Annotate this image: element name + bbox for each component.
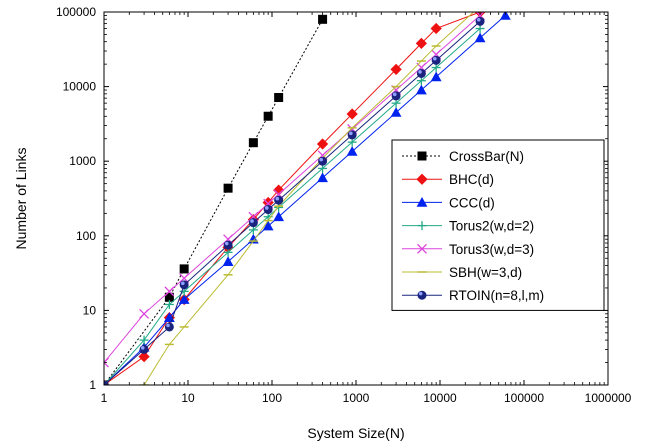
data-point — [431, 55, 441, 65]
data-point — [474, 32, 486, 43]
legend-label: Torus3(w,d=3) — [449, 242, 534, 257]
series-5 — [139, 12, 475, 385]
data-point — [263, 111, 273, 121]
legend: CrossBar(N) BHC(d) CCC(d) Torus2(w,d=2) Toru… — [391, 139, 605, 311]
data-point — [318, 14, 328, 24]
data-point — [263, 205, 273, 215]
legend-label: BHC(d) — [449, 172, 494, 187]
data-point — [347, 130, 357, 140]
data-point — [139, 335, 149, 345]
y-tick-label: 100000 — [56, 5, 96, 19]
series-layer — [104, 12, 511, 385]
data-point — [164, 286, 175, 297]
data-point — [274, 93, 284, 103]
legend-label: Torus2(w,d=2) — [449, 219, 534, 234]
data-point — [273, 211, 285, 222]
y-axis-title: Number of Links — [13, 148, 29, 250]
y-tick-label: 1000 — [69, 154, 96, 168]
data-point — [223, 240, 233, 250]
legend-label: RTOIN(n=8,l,m) — [449, 288, 544, 303]
x-tick-label: 1 — [101, 391, 108, 405]
data-point — [164, 299, 174, 309]
data-point — [139, 308, 150, 319]
data-point — [222, 256, 234, 266]
data-point — [346, 146, 358, 156]
legend-label: CCC(d) — [449, 195, 495, 210]
axes-layer: 1 10 100 1000 10000 100000 1000000 1 10 100 1000 10… — [56, 5, 632, 405]
data-point — [248, 218, 258, 228]
data-point — [415, 37, 427, 49]
x-tick-label: 100000 — [504, 391, 544, 405]
data-point — [139, 344, 149, 354]
data-point — [415, 84, 427, 95]
data-point — [416, 68, 426, 78]
data-point — [430, 22, 442, 35]
legend-label: CrossBar(N) — [449, 149, 524, 164]
data-point — [164, 322, 174, 332]
x-tick-label: 1000000 — [585, 391, 632, 405]
data-point — [390, 107, 402, 117]
y-tick-label: 1 — [89, 378, 96, 392]
legend-swatch-marker — [417, 243, 427, 254]
series-6 — [104, 16, 485, 385]
x-tick-label: 1000 — [343, 391, 370, 405]
legend-swatch-marker — [417, 290, 427, 300]
x-tick-label: 100 — [262, 391, 282, 405]
data-point — [475, 16, 485, 26]
data-point — [138, 351, 150, 363]
series-3 — [104, 24, 485, 385]
y-tick-label: 100 — [76, 229, 96, 243]
x-tick-label: 10000 — [423, 391, 457, 405]
data-point — [317, 172, 328, 183]
data-point — [262, 220, 274, 231]
legend-swatch-marker — [417, 221, 427, 231]
data-point — [179, 264, 189, 274]
data-point — [179, 273, 190, 284]
data-point — [248, 138, 258, 148]
data-point — [318, 156, 328, 166]
y-tick-label: 10 — [83, 303, 97, 317]
data-point — [316, 138, 329, 150]
legend-swatch-marker — [417, 151, 427, 161]
data-point — [346, 108, 358, 120]
series-line — [104, 28, 481, 385]
legend-label: SBH(w=3,d) — [449, 265, 522, 280]
x-axis-title: System Size(N) — [307, 425, 404, 441]
y-tick-label: 10000 — [63, 80, 97, 94]
series-line — [104, 20, 481, 385]
data-point — [262, 196, 274, 209]
data-point — [179, 280, 189, 290]
x-tick-label: 10 — [181, 391, 195, 405]
data-point — [164, 292, 174, 302]
data-point — [104, 357, 109, 368]
data-point — [274, 195, 284, 205]
data-point — [430, 71, 442, 82]
data-point — [178, 294, 190, 304]
data-point — [391, 91, 401, 101]
legend-swatch-marker — [416, 173, 428, 185]
data-point — [499, 12, 511, 20]
data-point — [390, 63, 402, 76]
data-point — [223, 183, 233, 193]
data-point — [273, 184, 285, 196]
legend-swatch-marker — [416, 197, 428, 207]
